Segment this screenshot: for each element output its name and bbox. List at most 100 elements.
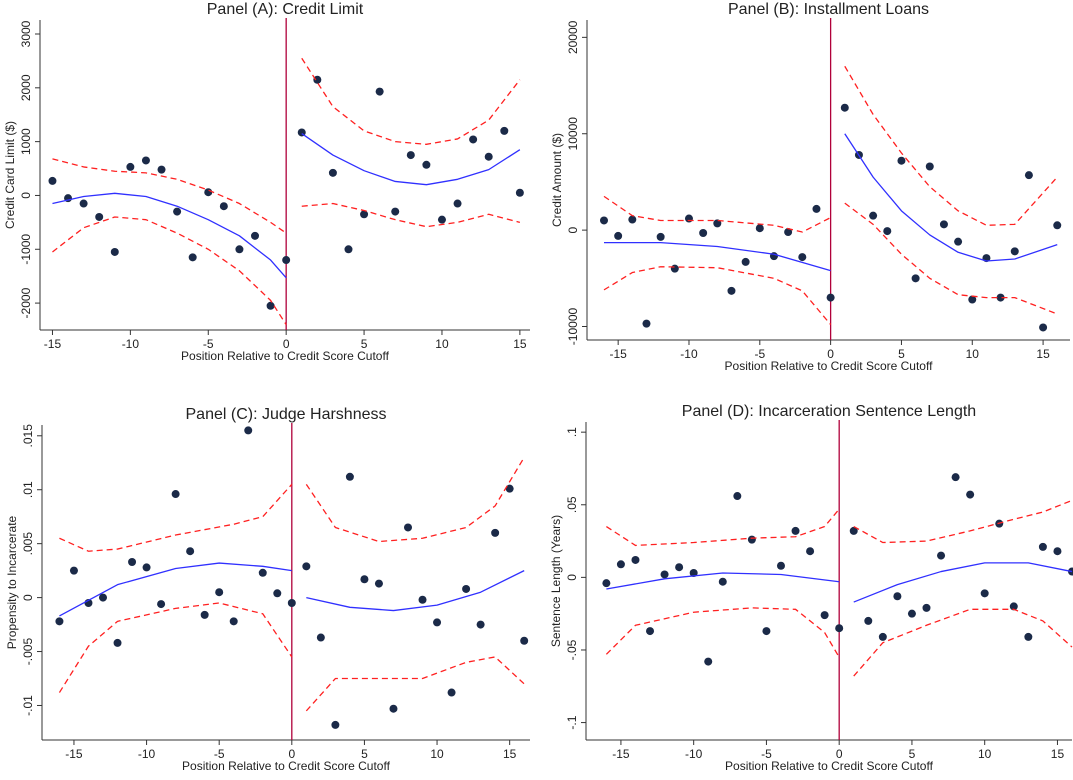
confidence-band (305, 457, 525, 543)
data-point (273, 589, 282, 598)
data-point (660, 570, 669, 579)
x-tick-label: -15 (609, 347, 627, 361)
panel: Panel (D): Incarceration Sentence Length… (549, 403, 1073, 773)
data-point (128, 558, 137, 567)
data-point (55, 617, 64, 626)
data-point (937, 551, 946, 560)
data-point (980, 589, 989, 598)
x-tick-label: -5 (214, 747, 225, 761)
confidence-band (52, 216, 287, 325)
data-point (689, 569, 698, 578)
data-point (476, 620, 485, 629)
x-tick-label: -5 (761, 747, 772, 761)
y-tick-label: -10000 (566, 308, 580, 346)
x-tick-label: 10 (966, 347, 980, 361)
data-point (784, 228, 793, 237)
data-point (520, 636, 529, 645)
data-point (344, 245, 353, 254)
x-tick-label: 10 (430, 747, 444, 761)
fit-line (306, 570, 525, 612)
data-point (631, 555, 640, 564)
y-axis-label: Credit Card Limit ($) (3, 121, 17, 229)
y-axis-label: Sentence Length (Years) (549, 515, 563, 647)
data-point (266, 301, 275, 310)
data-point (469, 135, 478, 144)
confidence-band (59, 483, 293, 552)
data-point (422, 160, 431, 169)
x-tick-label: 15 (1051, 747, 1065, 761)
data-point (791, 526, 800, 535)
y-tick-label: 10000 (566, 117, 580, 151)
data-point (491, 528, 500, 537)
fit-line (59, 562, 292, 617)
confidence-band (58, 602, 293, 693)
data-point (360, 575, 369, 584)
data-point (48, 176, 57, 185)
data-point (113, 638, 122, 647)
data-point (939, 220, 948, 229)
y-tick-label: .01 (21, 481, 35, 498)
data-point (646, 627, 655, 636)
data-point (258, 568, 267, 577)
data-point (244, 426, 253, 435)
data-point (313, 75, 322, 84)
data-point (287, 598, 296, 607)
confidence-band (844, 202, 1058, 315)
y-tick-label: -.05 (565, 639, 579, 660)
data-point (1024, 171, 1033, 180)
data-point (200, 610, 209, 619)
data-point (500, 126, 509, 135)
fit-line (603, 242, 831, 272)
fit-line (844, 133, 1058, 262)
data-point (391, 207, 400, 216)
data-point (215, 588, 224, 597)
data-point (741, 257, 750, 266)
data-point (110, 247, 119, 256)
x-tick-label: 5 (361, 747, 368, 761)
x-tick-label: 5 (898, 347, 905, 361)
data-point (484, 152, 493, 161)
y-tick-label: -.005 (21, 638, 35, 666)
data-point (869, 211, 878, 220)
y-tick-label: 1000 (19, 128, 33, 155)
data-point (755, 224, 764, 233)
y-tick-label: 20000 (566, 20, 580, 54)
panel-title: Panel (D): Incarceration Sentence Length (682, 403, 976, 420)
data-point (360, 210, 369, 219)
x-tick-label: 15 (513, 337, 527, 351)
data-point (925, 162, 934, 171)
confidence-band (606, 508, 840, 547)
data-point (599, 216, 608, 225)
x-axis-label: Position Relative to Credit Score Cutoff (725, 359, 934, 373)
y-tick-label: 3000 (19, 20, 33, 47)
y-tick-label: .005 (21, 532, 35, 556)
data-point (418, 595, 427, 604)
data-point (806, 547, 815, 556)
y-tick-label: -.1 (565, 715, 579, 729)
data-point (675, 563, 684, 572)
data-point (835, 624, 844, 633)
y-tick-label: 0 (565, 574, 579, 581)
data-point (447, 688, 456, 697)
data-point (656, 232, 665, 241)
data-point (302, 562, 311, 571)
data-point (878, 632, 887, 641)
x-axis-label: Position Relative to Credit Score Cutoff (181, 349, 390, 363)
data-point (328, 168, 337, 177)
y-tick-label: .015 (21, 424, 35, 448)
data-point (345, 472, 354, 481)
data-point (727, 286, 736, 295)
x-tick-label: 0 (283, 337, 290, 351)
data-point (229, 617, 238, 626)
data-point (733, 492, 742, 501)
data-point (864, 616, 873, 625)
data-point (670, 264, 679, 273)
data-point (713, 219, 722, 228)
data-point (219, 202, 228, 211)
fit-line (606, 572, 840, 590)
data-point (453, 199, 462, 208)
x-tick-label: 0 (836, 747, 843, 761)
data-point (316, 633, 325, 642)
y-tick-label: -1000 (19, 234, 33, 265)
data-point (515, 188, 524, 197)
